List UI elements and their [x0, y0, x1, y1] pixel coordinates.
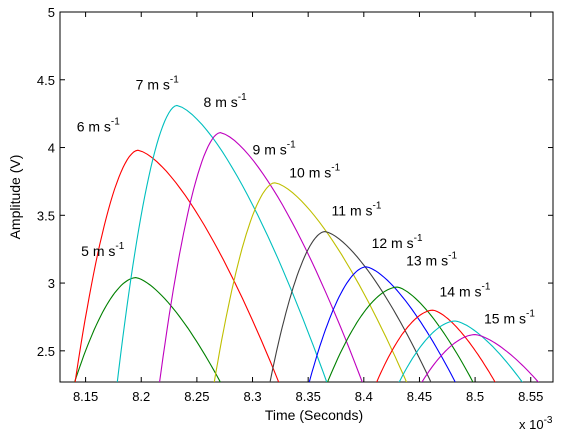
series-label-text: 12 m s	[372, 235, 414, 251]
plot-area	[59, 11, 554, 383]
series-label-text: 13 m s	[406, 252, 448, 268]
series-label-exponent: -1	[414, 233, 423, 244]
series-label: 6 m s-1	[77, 116, 121, 134]
y-tick-label: 2.5	[37, 344, 55, 359]
series-label: 8 m s-1	[204, 92, 248, 110]
x-tick-label: 8.2	[132, 389, 150, 404]
x-tick-label: 8.35	[296, 389, 321, 404]
series-curve-15-ms	[421, 334, 540, 382]
series-label-exponent: -1	[331, 162, 340, 173]
series-curve-9-ms	[213, 182, 408, 382]
series-curve-6-ms	[74, 149, 280, 382]
x-tick-label: 8.5	[466, 389, 484, 404]
series-label: 7 m s-1	[136, 74, 180, 92]
series-label: 11 m s-1	[332, 200, 382, 218]
series-label: 9 m s-1	[253, 139, 297, 157]
x-axis-multiplier-exponent: -3	[544, 415, 553, 426]
series-label-exponent: -1	[238, 92, 247, 103]
series-label-exponent: -1	[526, 309, 535, 320]
x-tick-label: 8.55	[518, 389, 543, 404]
series-label-exponent: -1	[170, 74, 179, 85]
series-label: 12 m s-1	[372, 233, 423, 251]
y-tick-label: 3.5	[37, 208, 55, 223]
series-label-text: 8 m s	[204, 94, 238, 110]
series-label: 13 m s-1	[406, 250, 457, 268]
plot-frame	[59, 11, 554, 383]
y-tick-label: 4	[48, 141, 55, 156]
series-label-exponent: -1	[448, 250, 457, 261]
series-label-text: 11 m s	[332, 202, 373, 218]
series-curve-7-ms	[116, 104, 328, 382]
series-label-text: 14 m s	[439, 284, 481, 300]
x-axis-label: Time (Seconds)	[265, 407, 363, 423]
series-label-text: 10 m s	[289, 164, 331, 180]
series-curve-12-ms	[327, 286, 474, 382]
x-tick-label: 8.45	[407, 389, 432, 404]
y-axis-label: Amplitude (V)	[7, 155, 23, 240]
x-tick-label: 8.25	[184, 389, 209, 404]
series-label: 10 m s-1	[289, 162, 340, 180]
series-labels: 5 m s-16 m s-17 m s-18 m s-19 m s-110 m …	[77, 74, 536, 326]
series-curve-5-ms	[74, 277, 221, 382]
series-curve-14-ms	[398, 320, 523, 382]
series-label-exponent: -1	[287, 139, 296, 150]
x-axis-multiplier: x 10-3	[519, 415, 553, 432]
series-label: 14 m s-1	[439, 282, 490, 300]
y-tick-label: 5	[48, 5, 55, 20]
series-curves	[74, 104, 540, 382]
series-label-text: 6 m s	[77, 118, 111, 134]
series-label-text: 9 m s	[253, 141, 287, 157]
series-label-exponent: -1	[373, 200, 382, 211]
x-tick-label: 8.3	[243, 389, 261, 404]
series-label-exponent: -1	[115, 241, 124, 252]
series-curve-13-ms	[376, 309, 496, 382]
series-label-text: 5 m s	[81, 243, 115, 259]
series-curve-11-ms	[308, 266, 456, 382]
y-axis-ticks: 2.5 3 3.5 4 4.5 5	[37, 5, 553, 359]
series-label-exponent: -1	[482, 282, 491, 293]
x-tick-label: 8.15	[73, 389, 98, 404]
series-label-exponent: -1	[111, 116, 120, 127]
series-label-text: 7 m s	[136, 76, 170, 92]
x-axis-ticks: 8.15 8.2 8.25 8.3 8.35 8.4 8.45 8.5 8.55	[73, 12, 543, 404]
x-axis-multiplier-base: x 10	[519, 417, 544, 432]
series-label: 5 m s-1	[81, 241, 125, 259]
series-label-text: 15 m s	[484, 311, 526, 327]
y-tick-label: 4.5	[37, 73, 55, 88]
x-tick-label: 8.4	[355, 389, 373, 404]
y-tick-label: 3	[48, 276, 55, 291]
series-curve-10-ms	[269, 231, 432, 382]
series-curve-8-ms	[159, 132, 363, 382]
series-label: 15 m s-1	[484, 309, 535, 327]
